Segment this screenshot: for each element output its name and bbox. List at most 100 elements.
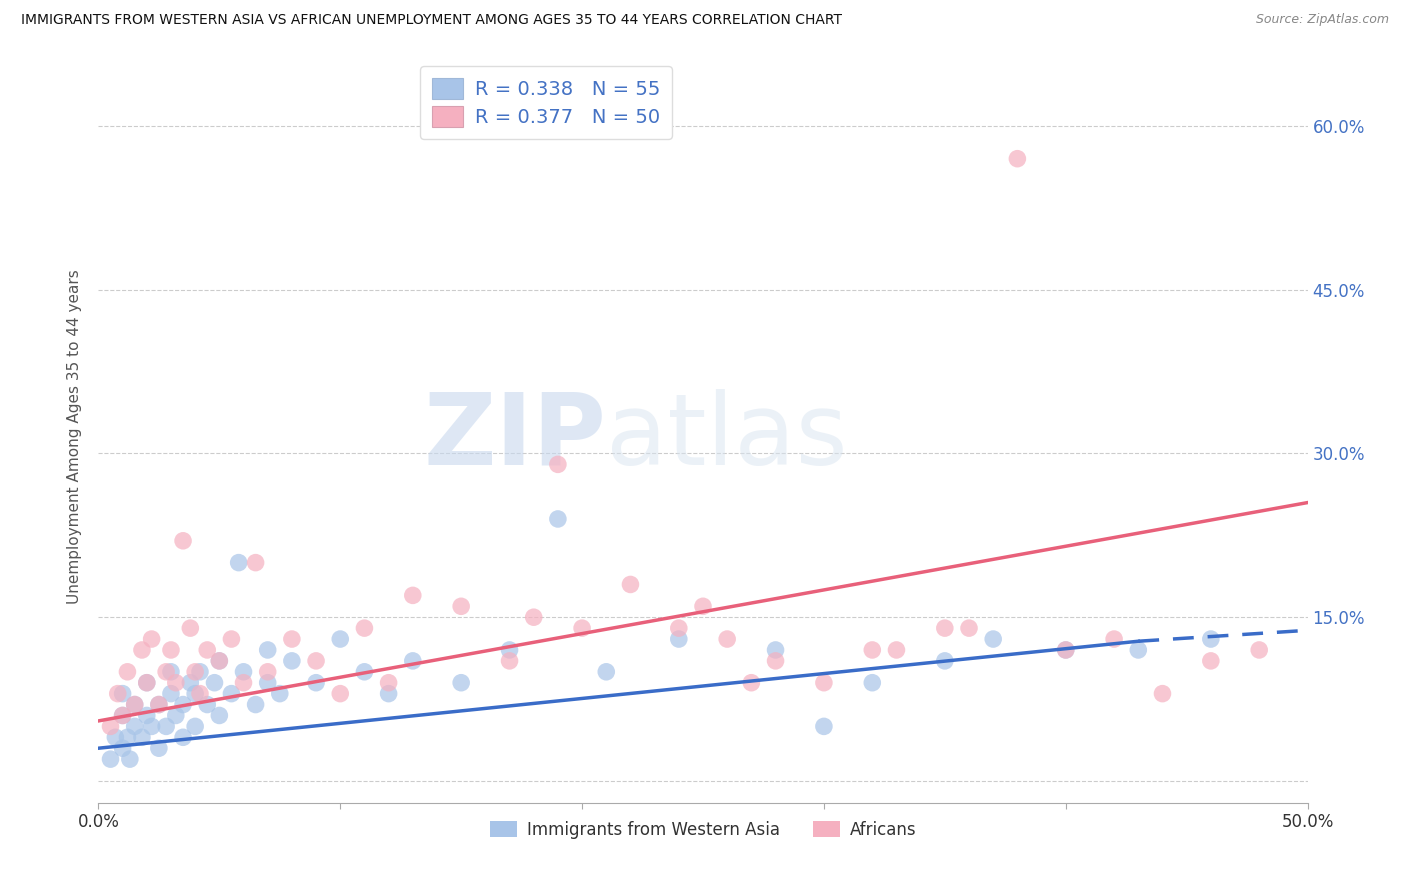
Point — [118, 752, 141, 766]
Point — [377, 675, 399, 690]
Point — [256, 675, 278, 690]
Point — [184, 687, 207, 701]
Point — [100, 719, 122, 733]
Point — [172, 731, 194, 745]
Point — [184, 665, 207, 679]
Point — [329, 632, 352, 646]
Point — [148, 741, 170, 756]
Point — [523, 610, 546, 624]
Point — [402, 588, 425, 602]
Point — [172, 698, 194, 712]
Point — [184, 719, 207, 733]
Point — [765, 643, 787, 657]
Text: ZIP: ZIP — [423, 389, 606, 485]
Point — [1007, 152, 1029, 166]
Point — [571, 621, 593, 635]
Point — [204, 675, 226, 690]
Point — [111, 687, 134, 701]
Point — [1102, 632, 1125, 646]
Point — [100, 752, 122, 766]
Point — [245, 698, 267, 712]
Point — [595, 665, 617, 679]
Point — [353, 665, 375, 679]
Point — [188, 687, 211, 701]
Point — [450, 599, 472, 614]
Point — [256, 665, 278, 679]
Point — [228, 556, 250, 570]
Point — [160, 665, 183, 679]
Point — [353, 621, 375, 635]
Point — [1152, 687, 1174, 701]
Point — [221, 687, 243, 701]
Point — [232, 665, 254, 679]
Point — [135, 708, 157, 723]
Point — [117, 665, 139, 679]
Point — [195, 698, 218, 712]
Point — [111, 741, 134, 756]
Point — [1199, 654, 1222, 668]
Point — [716, 632, 738, 646]
Point — [934, 621, 956, 635]
Point — [165, 708, 187, 723]
Point — [111, 708, 134, 723]
Point — [1054, 643, 1077, 657]
Point — [813, 675, 835, 690]
Point — [172, 533, 194, 548]
Legend: Immigrants from Western Asia, Africans: Immigrants from Western Asia, Africans — [484, 814, 922, 846]
Point — [141, 632, 163, 646]
Text: Source: ZipAtlas.com: Source: ZipAtlas.com — [1256, 13, 1389, 27]
Point — [208, 654, 231, 668]
Point — [124, 698, 146, 712]
Point — [165, 675, 187, 690]
Text: IMMIGRANTS FROM WESTERN ASIA VS AFRICAN UNEMPLOYMENT AMONG AGES 35 TO 44 YEARS C: IMMIGRANTS FROM WESTERN ASIA VS AFRICAN … — [21, 13, 842, 28]
Point — [765, 654, 787, 668]
Point — [131, 731, 153, 745]
Text: atlas: atlas — [606, 389, 848, 485]
Point — [981, 632, 1004, 646]
Point — [107, 687, 129, 701]
Point — [957, 621, 980, 635]
Point — [160, 643, 183, 657]
Point — [232, 675, 254, 690]
Y-axis label: Unemployment Among Ages 35 to 44 years: Unemployment Among Ages 35 to 44 years — [67, 269, 83, 605]
Point — [498, 654, 520, 668]
Point — [402, 654, 425, 668]
Point — [195, 643, 218, 657]
Point — [860, 643, 883, 657]
Point — [281, 654, 304, 668]
Point — [269, 687, 291, 701]
Point — [1128, 643, 1150, 657]
Point — [155, 665, 177, 679]
Point — [135, 675, 157, 690]
Point — [547, 512, 569, 526]
Point — [117, 731, 139, 745]
Point — [124, 719, 146, 733]
Point — [813, 719, 835, 733]
Point — [208, 654, 231, 668]
Point — [160, 687, 183, 701]
Point — [256, 643, 278, 657]
Point — [208, 708, 231, 723]
Point — [740, 675, 762, 690]
Point — [934, 654, 956, 668]
Point — [329, 687, 352, 701]
Point — [131, 643, 153, 657]
Point — [179, 621, 201, 635]
Point — [619, 577, 641, 591]
Point — [668, 632, 690, 646]
Point — [221, 632, 243, 646]
Point — [245, 556, 267, 570]
Point — [281, 632, 304, 646]
Point — [141, 719, 163, 733]
Point — [305, 675, 328, 690]
Point — [450, 675, 472, 690]
Point — [188, 665, 211, 679]
Point — [547, 458, 569, 472]
Point — [1249, 643, 1271, 657]
Point — [860, 675, 883, 690]
Point — [692, 599, 714, 614]
Point — [148, 698, 170, 712]
Point — [135, 675, 157, 690]
Point — [148, 698, 170, 712]
Point — [886, 643, 908, 657]
